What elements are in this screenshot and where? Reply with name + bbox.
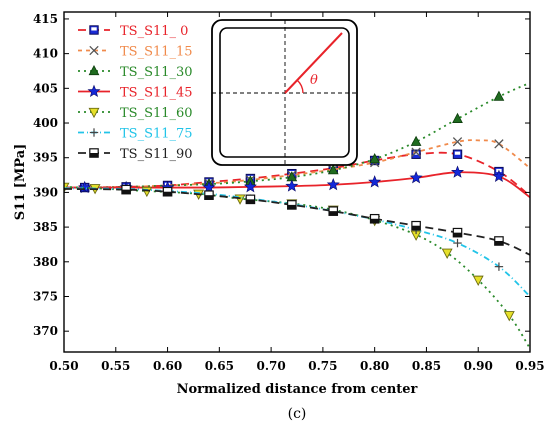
- legend-item: TS_S11_60: [78, 106, 193, 121]
- x-tick-label: 0.85: [412, 359, 441, 373]
- data-point: [368, 175, 382, 188]
- data-point: [503, 311, 515, 322]
- figure-caption: (c): [288, 406, 307, 422]
- data-point: [287, 200, 297, 210]
- data-point: [452, 149, 463, 159]
- data-point: [441, 248, 453, 259]
- legend-label: TS_S11_90: [120, 147, 193, 162]
- legend-marker: [89, 148, 99, 158]
- x-tick-label: 0.50: [49, 359, 78, 373]
- legend-marker: [89, 25, 99, 35]
- data-point: [141, 186, 153, 198]
- data-point: [369, 153, 381, 164]
- data-point: [411, 149, 421, 159]
- data-point: [451, 165, 465, 178]
- y-tick-label: 410: [33, 47, 58, 61]
- x-tick-label: 0.60: [153, 359, 182, 373]
- data-point: [78, 180, 92, 194]
- data-point: [243, 180, 257, 193]
- inset-radius-line: [284, 32, 343, 94]
- legend-label: TS_S11_75: [120, 127, 193, 142]
- y-tick-label: 400: [33, 116, 58, 130]
- x-axis-label: Normalized distance from center: [177, 382, 418, 397]
- data-point: [492, 169, 506, 182]
- data-point: [409, 171, 423, 184]
- x-tick-label: 0.95: [515, 359, 544, 373]
- series-line: [64, 188, 530, 256]
- legend-marker: [88, 64, 100, 76]
- legend-marker: [88, 107, 100, 119]
- y-tick-label: 405: [33, 81, 58, 95]
- inset-diagram: θ: [211, 19, 358, 166]
- legend-label: TS_S11_45: [120, 86, 193, 101]
- legend-item: TS_S11_75: [78, 127, 193, 142]
- data-point: [452, 227, 463, 238]
- data-point: [121, 184, 131, 195]
- data-point: [410, 135, 422, 146]
- legend-item: TS_S11_15: [78, 45, 193, 60]
- legend-item: TS_S11_30: [78, 64, 193, 80]
- plot-frame: [63, 11, 531, 353]
- legend-marker: [87, 84, 101, 98]
- data-point: [326, 177, 340, 191]
- y-tick-label: 380: [33, 255, 58, 269]
- inset-inner-square: [219, 27, 350, 158]
- inset-theta-label: θ: [310, 73, 318, 88]
- legend-item: TS_S11_45: [78, 84, 193, 101]
- legend-item: TS_S11_ 0: [78, 24, 188, 39]
- data-point: [452, 112, 463, 123]
- data-point: [245, 194, 256, 205]
- data-point: [328, 206, 339, 216]
- data-point: [411, 220, 421, 231]
- x-tick-label: 0.65: [205, 359, 234, 373]
- x-tick-label: 0.55: [101, 359, 130, 373]
- data-point: [204, 190, 214, 200]
- series-line: [64, 187, 530, 298]
- legend-marker: [89, 128, 99, 137]
- legend-label: TS_S11_ 0: [120, 24, 188, 39]
- series-6: [64, 184, 530, 256]
- data-point: [411, 147, 421, 157]
- y-tick-label: 415: [33, 12, 58, 26]
- data-point: [327, 164, 339, 175]
- y-axis-label: S11 [MPa]: [13, 144, 28, 221]
- series-layer: [64, 81, 530, 350]
- legend: TS_S11_ 0 TS_S11_15 TS_S11_30 TS_S11_45 TS_S…: [78, 24, 193, 162]
- data-point: [285, 179, 299, 192]
- y-tick-label: 370: [33, 324, 58, 338]
- x-tick-label: 0.90: [464, 359, 493, 373]
- y-tick-label: 390: [33, 185, 58, 199]
- series-5: [64, 186, 530, 298]
- axis-ticks: 0.50 0.55 0.60 0.65 0.70 0.75 0.80 0.85 0.90 0.95…: [33, 12, 545, 373]
- y-tick-label: 395: [33, 151, 58, 165]
- x-tick-label: 0.80: [360, 359, 389, 373]
- data-point: [453, 238, 462, 248]
- legend-label: TS_S11_30: [120, 65, 193, 80]
- series-line: [64, 185, 530, 350]
- legend-label: TS_S11_15: [120, 45, 193, 60]
- data-point: [493, 90, 505, 101]
- inset-angle-arc: [296, 79, 304, 94]
- y-tick-label: 385: [33, 220, 58, 234]
- data-point: [369, 213, 380, 224]
- data-point: [494, 262, 504, 271]
- data-point: [494, 139, 504, 149]
- legend-item: TS_S11_90: [78, 147, 193, 162]
- data-point: [472, 275, 484, 287]
- data-point: [494, 236, 504, 246]
- legend-marker: [89, 45, 99, 56]
- x-tick-label: 0.75: [308, 359, 337, 373]
- series-3: [64, 165, 530, 199]
- data-point: [162, 186, 173, 197]
- x-tick-label: 0.70: [256, 359, 285, 373]
- data-point: [452, 137, 463, 147]
- legend-label: TS_S11_60: [120, 106, 193, 121]
- y-tick-label: 375: [33, 289, 58, 303]
